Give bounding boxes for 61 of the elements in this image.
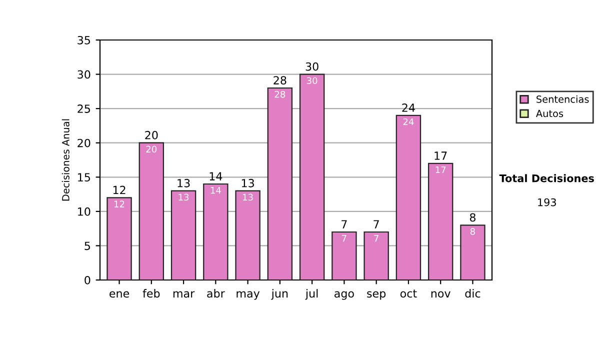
legend-label: Sentencias bbox=[536, 95, 589, 103]
bar bbox=[138, 142, 164, 280]
bar bbox=[235, 190, 260, 280]
data-label: 20 bbox=[146, 146, 157, 153]
bar bbox=[203, 183, 228, 280]
data-label: 14 bbox=[210, 187, 221, 194]
data-label: 7 bbox=[342, 235, 346, 242]
total-label: 24 bbox=[402, 104, 415, 112]
x-tick-label: dic bbox=[465, 289, 480, 298]
x-tick-label: nov bbox=[431, 291, 450, 298]
bar bbox=[332, 231, 357, 280]
total-label: 20 bbox=[145, 130, 158, 140]
data-label: 13 bbox=[243, 194, 253, 201]
x-tick-label: oct bbox=[400, 290, 417, 298]
total-label: 30 bbox=[306, 62, 318, 71]
text: 193 bbox=[538, 198, 556, 206]
y-tick-label: 15 bbox=[78, 173, 90, 182]
x-tick-label: jun bbox=[271, 289, 288, 300]
data-label: 13 bbox=[178, 194, 189, 201]
total-label: 13 bbox=[242, 178, 254, 188]
y-tick-label: 10 bbox=[78, 207, 90, 216]
bar bbox=[396, 114, 422, 280]
x-tick-label: mar bbox=[173, 291, 195, 298]
bar bbox=[364, 231, 389, 280]
bar bbox=[428, 162, 454, 280]
bar bbox=[106, 197, 132, 280]
total-label: 7 bbox=[342, 220, 347, 228]
total-label: 7 bbox=[374, 220, 379, 228]
total-label: 14 bbox=[210, 172, 222, 180]
total-label: 8 bbox=[470, 213, 476, 222]
data-label: 12 bbox=[114, 200, 124, 208]
total-label: 28 bbox=[274, 76, 286, 84]
legend-label: Autos bbox=[536, 110, 564, 118]
bar bbox=[299, 74, 325, 280]
y-tick-label: 35 bbox=[78, 36, 90, 44]
x-tick-label: feb bbox=[142, 289, 160, 298]
total-label: 12 bbox=[113, 186, 126, 194]
x-tick-label: sep bbox=[367, 291, 386, 300]
data-label: 17 bbox=[436, 166, 446, 174]
x-tick-label: ago bbox=[334, 291, 354, 300]
y-axis-title: Decisiones Anual bbox=[62, 119, 70, 201]
y-tick-label: 20 bbox=[78, 138, 90, 148]
data-label: 7 bbox=[374, 235, 378, 242]
data-label: 28 bbox=[274, 90, 286, 98]
y-tick-label: 5 bbox=[84, 242, 90, 250]
total-label: 13 bbox=[178, 178, 190, 188]
bar bbox=[267, 87, 293, 280]
bar bbox=[460, 224, 486, 280]
x-tick-label: ene bbox=[110, 291, 130, 298]
x-tick-label: may bbox=[236, 291, 260, 300]
x-tick-label: abr bbox=[207, 289, 225, 298]
bar bbox=[170, 190, 196, 280]
total-label: 17 bbox=[434, 152, 447, 160]
text: Total Decisiones bbox=[499, 174, 594, 182]
y-tick-label: 30 bbox=[78, 70, 90, 79]
data-label: 8 bbox=[470, 228, 475, 235]
y-tick-label: 25 bbox=[78, 104, 90, 113]
y-tick-label: 0 bbox=[84, 276, 90, 284]
data-label: 30 bbox=[307, 77, 318, 84]
x-tick-label: jul bbox=[305, 289, 318, 300]
data-label: 24 bbox=[403, 118, 414, 126]
